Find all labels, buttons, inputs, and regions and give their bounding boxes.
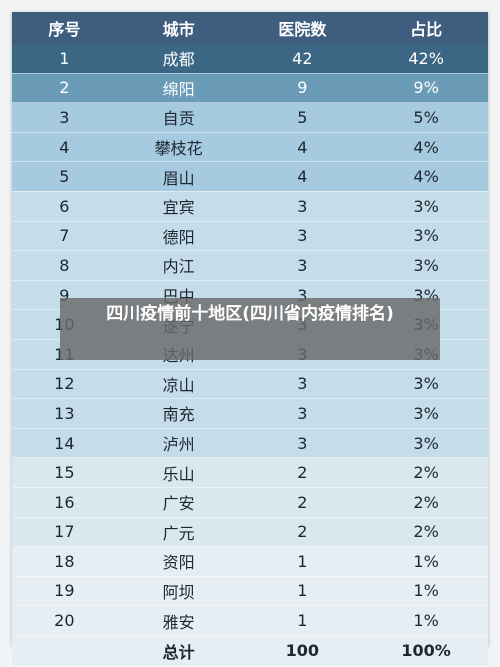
cell-hospital-count: 3 — [240, 191, 365, 222]
total-share: 100% — [364, 635, 488, 667]
cell-rank: 17 — [12, 517, 117, 548]
cell-share: 5% — [364, 102, 488, 133]
cell-hospital-count: 2 — [240, 517, 365, 548]
total-hospital-count: 100 — [240, 635, 365, 667]
cell-city: 德阳 — [116, 221, 241, 252]
cell-city: 自贡 — [116, 102, 241, 133]
cell-rank: 4 — [12, 132, 117, 163]
cell-rank: 12 — [12, 369, 117, 400]
cell-city: 广安 — [116, 487, 241, 518]
table-row: 18 资阳 1 1% — [12, 546, 488, 577]
table-row: 12 凉山 3 3% — [12, 369, 488, 400]
cell-share: 3% — [364, 191, 488, 222]
table-row: 17 广元 2 2% — [12, 517, 488, 548]
cell-city: 成都 — [116, 44, 241, 74]
cell-hospital-count: 3 — [240, 428, 365, 459]
header-share: 占比 — [364, 12, 488, 44]
cell-hospital-count: 2 — [240, 457, 365, 488]
cell-city: 攀枝花 — [116, 132, 241, 163]
cell-share: 1% — [364, 546, 488, 577]
table-row: 5 眉山 4 4% — [12, 161, 488, 192]
cell-city: 眉山 — [116, 161, 241, 192]
cell-share: 3% — [364, 428, 488, 459]
total-rank-cell — [12, 635, 117, 667]
cell-hospital-count: 4 — [240, 132, 365, 163]
cell-share: 2% — [364, 487, 488, 518]
table-row: 19 阿坝 1 1% — [12, 576, 488, 607]
cell-rank: 20 — [12, 605, 117, 636]
cell-share: 42% — [364, 44, 488, 74]
cell-hospital-count: 5 — [240, 102, 365, 133]
cell-city: 广元 — [116, 517, 241, 548]
total-label: 总计 — [116, 635, 241, 667]
header-city: 城市 — [116, 12, 241, 44]
overlay-title-text: 四川疫情前十地区(四川省内疫情排名) — [106, 304, 394, 324]
table-row: 6 宜宾 3 3% — [12, 191, 488, 222]
table-row: 7 德阳 3 3% — [12, 221, 488, 252]
cell-rank: 8 — [12, 250, 117, 281]
cell-rank: 1 — [12, 44, 117, 74]
cell-share: 3% — [364, 369, 488, 400]
cell-city: 绵阳 — [116, 73, 241, 104]
table-row: 1 成都 42 42% — [12, 44, 488, 74]
cell-hospital-count: 3 — [240, 398, 365, 429]
cell-hospital-count: 42 — [240, 44, 365, 74]
cell-rank: 7 — [12, 221, 117, 252]
cell-city: 南充 — [116, 398, 241, 429]
header-rank: 序号 — [12, 12, 117, 44]
cell-rank: 5 — [12, 161, 117, 192]
cell-city: 乐山 — [116, 457, 241, 488]
cell-city: 泸州 — [116, 428, 241, 459]
table-row: 14 泸州 3 3% — [12, 428, 488, 459]
table-row: 4 攀枝花 4 4% — [12, 132, 488, 163]
cell-share: 1% — [364, 576, 488, 607]
cell-hospital-count: 3 — [240, 250, 365, 281]
overlay-title-banner: 四川疫情前十地区(四川省内疫情排名) — [60, 298, 440, 360]
cell-rank: 13 — [12, 398, 117, 429]
cell-city: 内江 — [116, 250, 241, 281]
cell-hospital-count: 9 — [240, 73, 365, 104]
table-row: 2 绵阳 9 9% — [12, 73, 488, 104]
cell-city: 凉山 — [116, 369, 241, 400]
cell-share: 3% — [364, 398, 488, 429]
total-row: 总计 100 100% — [12, 635, 488, 667]
cell-share: 9% — [364, 73, 488, 104]
cell-hospital-count: 2 — [240, 487, 365, 518]
table-row: 13 南充 3 3% — [12, 398, 488, 429]
cell-rank: 14 — [12, 428, 117, 459]
table-row: 16 广安 2 2% — [12, 487, 488, 518]
table-row: 20 雅安 1 1% — [12, 605, 488, 636]
cell-rank: 3 — [12, 102, 117, 133]
cell-share: 2% — [364, 517, 488, 548]
cell-hospital-count: 4 — [240, 161, 365, 192]
header-hospital-count: 医院数 — [240, 12, 365, 44]
cell-hospital-count: 3 — [240, 221, 365, 252]
cell-hospital-count: 1 — [240, 605, 365, 636]
cell-share: 2% — [364, 457, 488, 488]
cell-rank: 16 — [12, 487, 117, 518]
cell-hospital-count: 1 — [240, 576, 365, 607]
cell-rank: 6 — [12, 191, 117, 222]
cell-city: 阿坝 — [116, 576, 241, 607]
cell-hospital-count: 3 — [240, 369, 365, 400]
cell-rank: 2 — [12, 73, 117, 104]
cell-share: 4% — [364, 161, 488, 192]
cell-hospital-count: 1 — [240, 546, 365, 577]
cell-city: 宜宾 — [116, 191, 241, 222]
cell-share: 3% — [364, 221, 488, 252]
table-row: 8 内江 3 3% — [12, 250, 488, 281]
cell-share: 1% — [364, 605, 488, 636]
cell-city: 雅安 — [116, 605, 241, 636]
cell-rank: 19 — [12, 576, 117, 607]
cell-share: 4% — [364, 132, 488, 163]
cell-share: 3% — [364, 250, 488, 281]
table-row: 15 乐山 2 2% — [12, 457, 488, 488]
table-header-row: 序号 城市 医院数 占比 — [12, 12, 488, 44]
cell-city: 资阳 — [116, 546, 241, 577]
cell-rank: 18 — [12, 546, 117, 577]
table-row: 3 自贡 5 5% — [12, 102, 488, 133]
cell-rank: 15 — [12, 457, 117, 488]
